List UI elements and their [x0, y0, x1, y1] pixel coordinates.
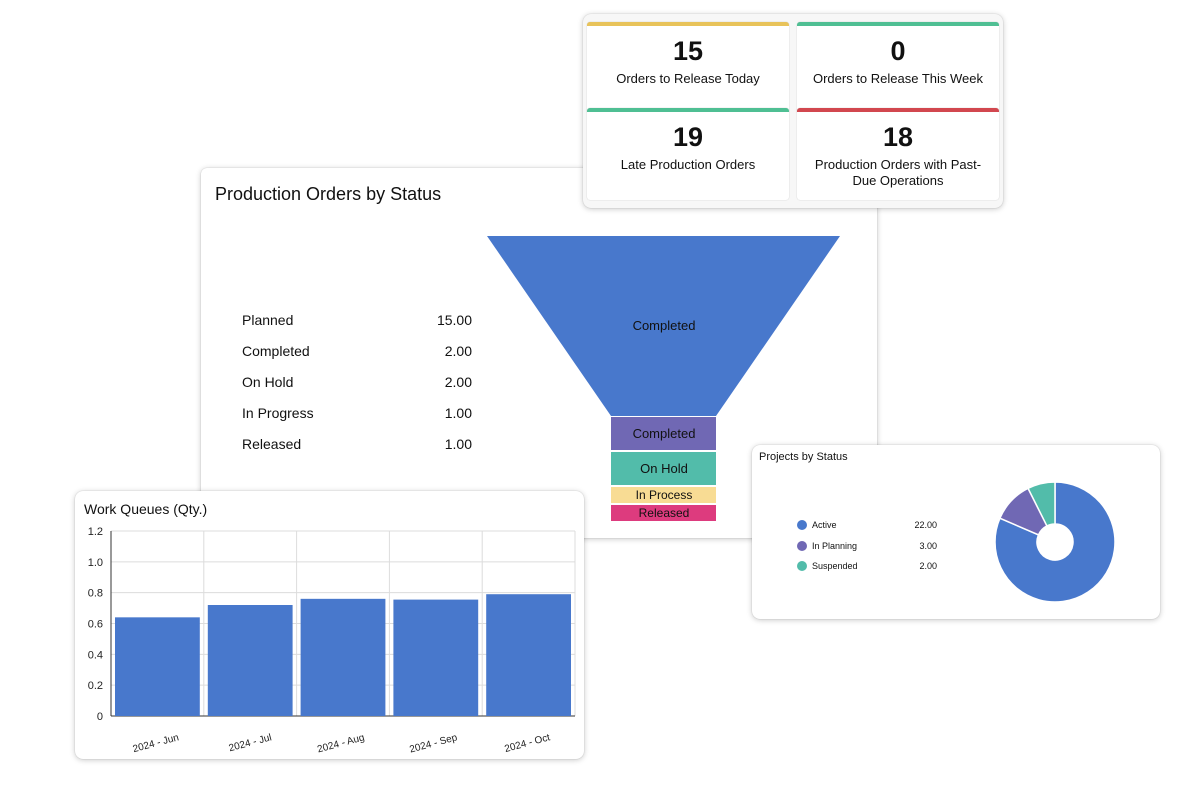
legend-item[interactable]: Active 22.00	[797, 515, 937, 536]
projects-legend: Active 22.00 In Planning 3.00 Suspended …	[797, 515, 937, 577]
legend-value: 2.00	[919, 561, 937, 572]
y-tick-label: 0.6	[88, 619, 103, 631]
x-tick-label: 2024 - Sep	[408, 732, 459, 755]
bar[interactable]	[207, 605, 293, 716]
pie-slice[interactable]	[1027, 481, 1056, 527]
bar[interactable]	[300, 598, 386, 716]
pie-slice[interactable]	[994, 481, 1116, 603]
funnel-row-value: 1.00	[444, 405, 472, 422]
funnel-row-label: On Hold	[242, 373, 294, 390]
kpi-value: 0	[890, 36, 906, 66]
bar[interactable]	[486, 594, 571, 716]
legend-label: In Planning	[812, 540, 858, 551]
legend-item[interactable]: Suspended 2.00	[797, 556, 937, 577]
x-tick-label: 2024 - Oct	[503, 732, 551, 755]
legend-label: Active	[812, 520, 837, 531]
funnel-row-value: 2.00	[444, 342, 472, 359]
legend-swatch	[797, 520, 807, 531]
funnel-row-label: Planned	[242, 311, 294, 328]
y-tick-label: 0.4	[88, 649, 103, 661]
kpi-tile-release-week[interactable]: 0 Orders to Release This Week	[797, 22, 999, 114]
kpi-tile-past-due[interactable]: 18 Production Orders with Past-Due Opera…	[797, 108, 999, 200]
funnel-list-row: Completed 2.00	[242, 335, 472, 366]
projects-title: Projects by Status	[759, 451, 848, 463]
funnel-list-row: Released 1.00	[242, 429, 472, 460]
kpi-value: 18	[882, 122, 914, 152]
kpi-value: 19	[672, 122, 704, 152]
kpi-value: 15	[672, 36, 704, 66]
y-tick-label: 1.0	[88, 557, 103, 569]
bar[interactable]	[393, 599, 479, 716]
funnel-list-row: Planned 15.00	[242, 304, 472, 335]
legend-value: 22.00	[914, 520, 937, 531]
funnel-row-label: Released	[242, 436, 302, 453]
y-tick-label: 1.2	[88, 526, 103, 538]
kpi-label: Orders to Release This Week	[812, 71, 984, 86]
y-tick-label: 0.8	[88, 588, 103, 600]
kpi-panel: 15 Orders to Release Today 0 Orders to R…	[583, 14, 1003, 208]
funnel-list-row: In Progress 1.00	[242, 398, 472, 429]
x-tick-label: 2024 - Jul	[228, 732, 273, 754]
funnel-list: Planned 15.00 Completed 2.00 On Hold 2.00 I…	[242, 304, 472, 460]
legend-item[interactable]: In Planning 3.00	[797, 536, 937, 557]
kpi-label: Production Orders with Past-Due Operatio…	[814, 157, 982, 188]
work-queues-bar-chart: 0 0.2 0.4 0.6 0.8 1.0 1.2 2024 - Jun 2024 - Jul 2…	[88, 526, 576, 756]
y-tick-label: 0	[97, 711, 103, 723]
legend-label: Suspended	[812, 561, 858, 572]
projects-donut-chart	[994, 481, 1116, 603]
funnel-row-value: 1.00	[444, 436, 472, 453]
funnel-list-row: On Hold 2.00	[242, 366, 472, 397]
funnel-row-label: In Progress	[242, 405, 314, 422]
x-tick-label: 2024 - Aug	[316, 732, 366, 755]
legend-swatch	[797, 561, 807, 572]
bar[interactable]	[115, 617, 200, 716]
kpi-label: Late Production Orders	[620, 157, 756, 172]
funnel-title: Production Orders by Status	[215, 184, 442, 204]
kpi-tile-late-orders[interactable]: 19 Late Production Orders	[587, 108, 789, 200]
funnel-row-value: 15.00	[436, 311, 472, 328]
work-queues-card: Work Queues (Qty.) 0 0.2 0.4 0.6 0.8 1.0 1.2 20…	[75, 491, 584, 759]
funnel-row-label: Completed	[242, 342, 310, 359]
x-tick-label: 2024 - Jun	[132, 732, 181, 755]
y-tick-label: 0.2	[88, 680, 103, 692]
legend-swatch	[797, 540, 807, 551]
kpi-tile-release-today[interactable]: 15 Orders to Release Today	[587, 22, 789, 114]
projects-card: Projects by Status Active 22.00 In Plann…	[752, 445, 1160, 619]
legend-value: 3.00	[919, 540, 937, 551]
funnel-row-value: 2.00	[444, 373, 472, 390]
kpi-label: Orders to Release Today	[616, 71, 760, 86]
work-queues-title: Work Queues (Qty.)	[84, 501, 208, 517]
